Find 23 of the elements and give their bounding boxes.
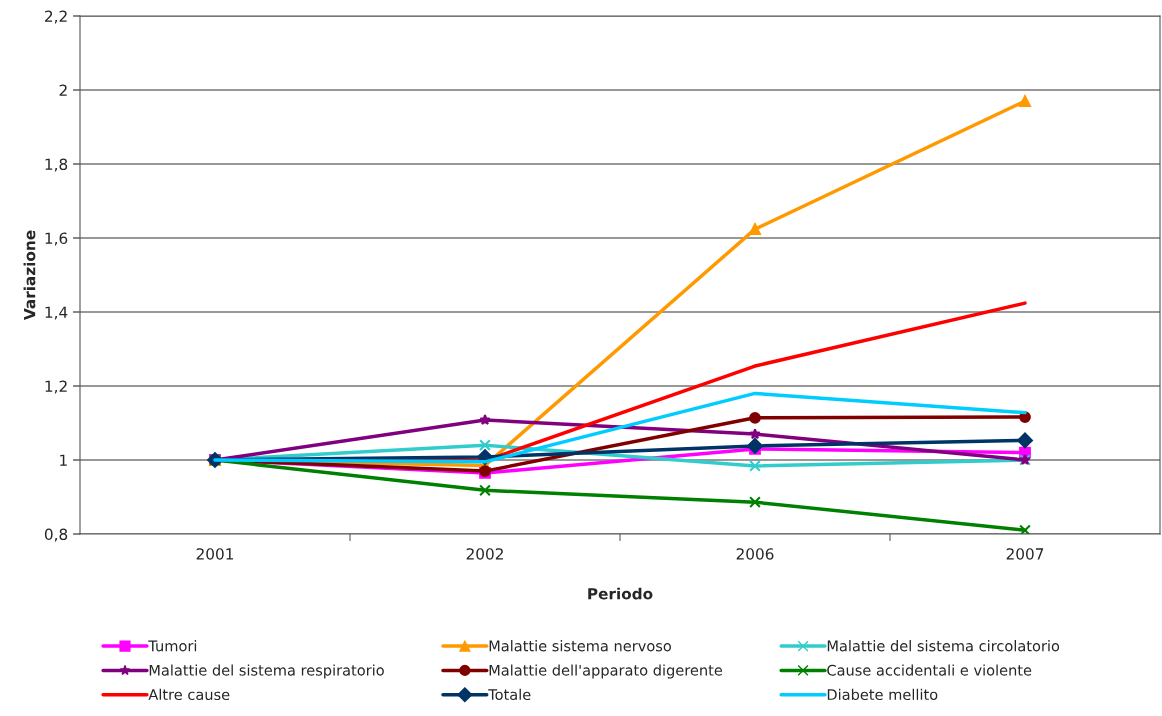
legend-label: Altre cause: [148, 688, 230, 701]
x-tick-label: 2006: [736, 548, 774, 560]
legend-label: Cause accidentali e violente: [827, 664, 1032, 676]
x-axis-title: Periodo: [588, 587, 653, 600]
legend-label: Diabete mellito: [827, 688, 938, 701]
legend-label: Totale: [488, 688, 531, 701]
y-tick-label: 0,8: [44, 528, 68, 542]
legend-label: Malattie sistema nervoso: [489, 640, 671, 652]
y-tick-label: 1,6: [45, 232, 68, 246]
y-tick-label: 2: [59, 84, 67, 96]
legend-label: Malattie dell'apparato digerente: [489, 664, 723, 679]
y-axis-title: Variazione: [23, 230, 36, 321]
x-tick-label: 2001: [196, 548, 234, 560]
legend-label: Malattie del sistema respiratorio: [149, 664, 384, 679]
y-tick-label: 1,8: [45, 158, 68, 172]
y-tick-label: 1,4: [45, 306, 68, 320]
y-tick-label: 1,2: [45, 380, 67, 394]
x-tick-label: 2007: [1006, 548, 1044, 560]
legend-label: Malattie del sistema circolatorio: [827, 640, 1060, 652]
x-tick-label: 2002: [466, 548, 503, 560]
legend-label: Tumori: [148, 640, 197, 652]
y-tick-label: 1: [60, 454, 67, 466]
y-tick-label: 2,2: [45, 10, 67, 24]
